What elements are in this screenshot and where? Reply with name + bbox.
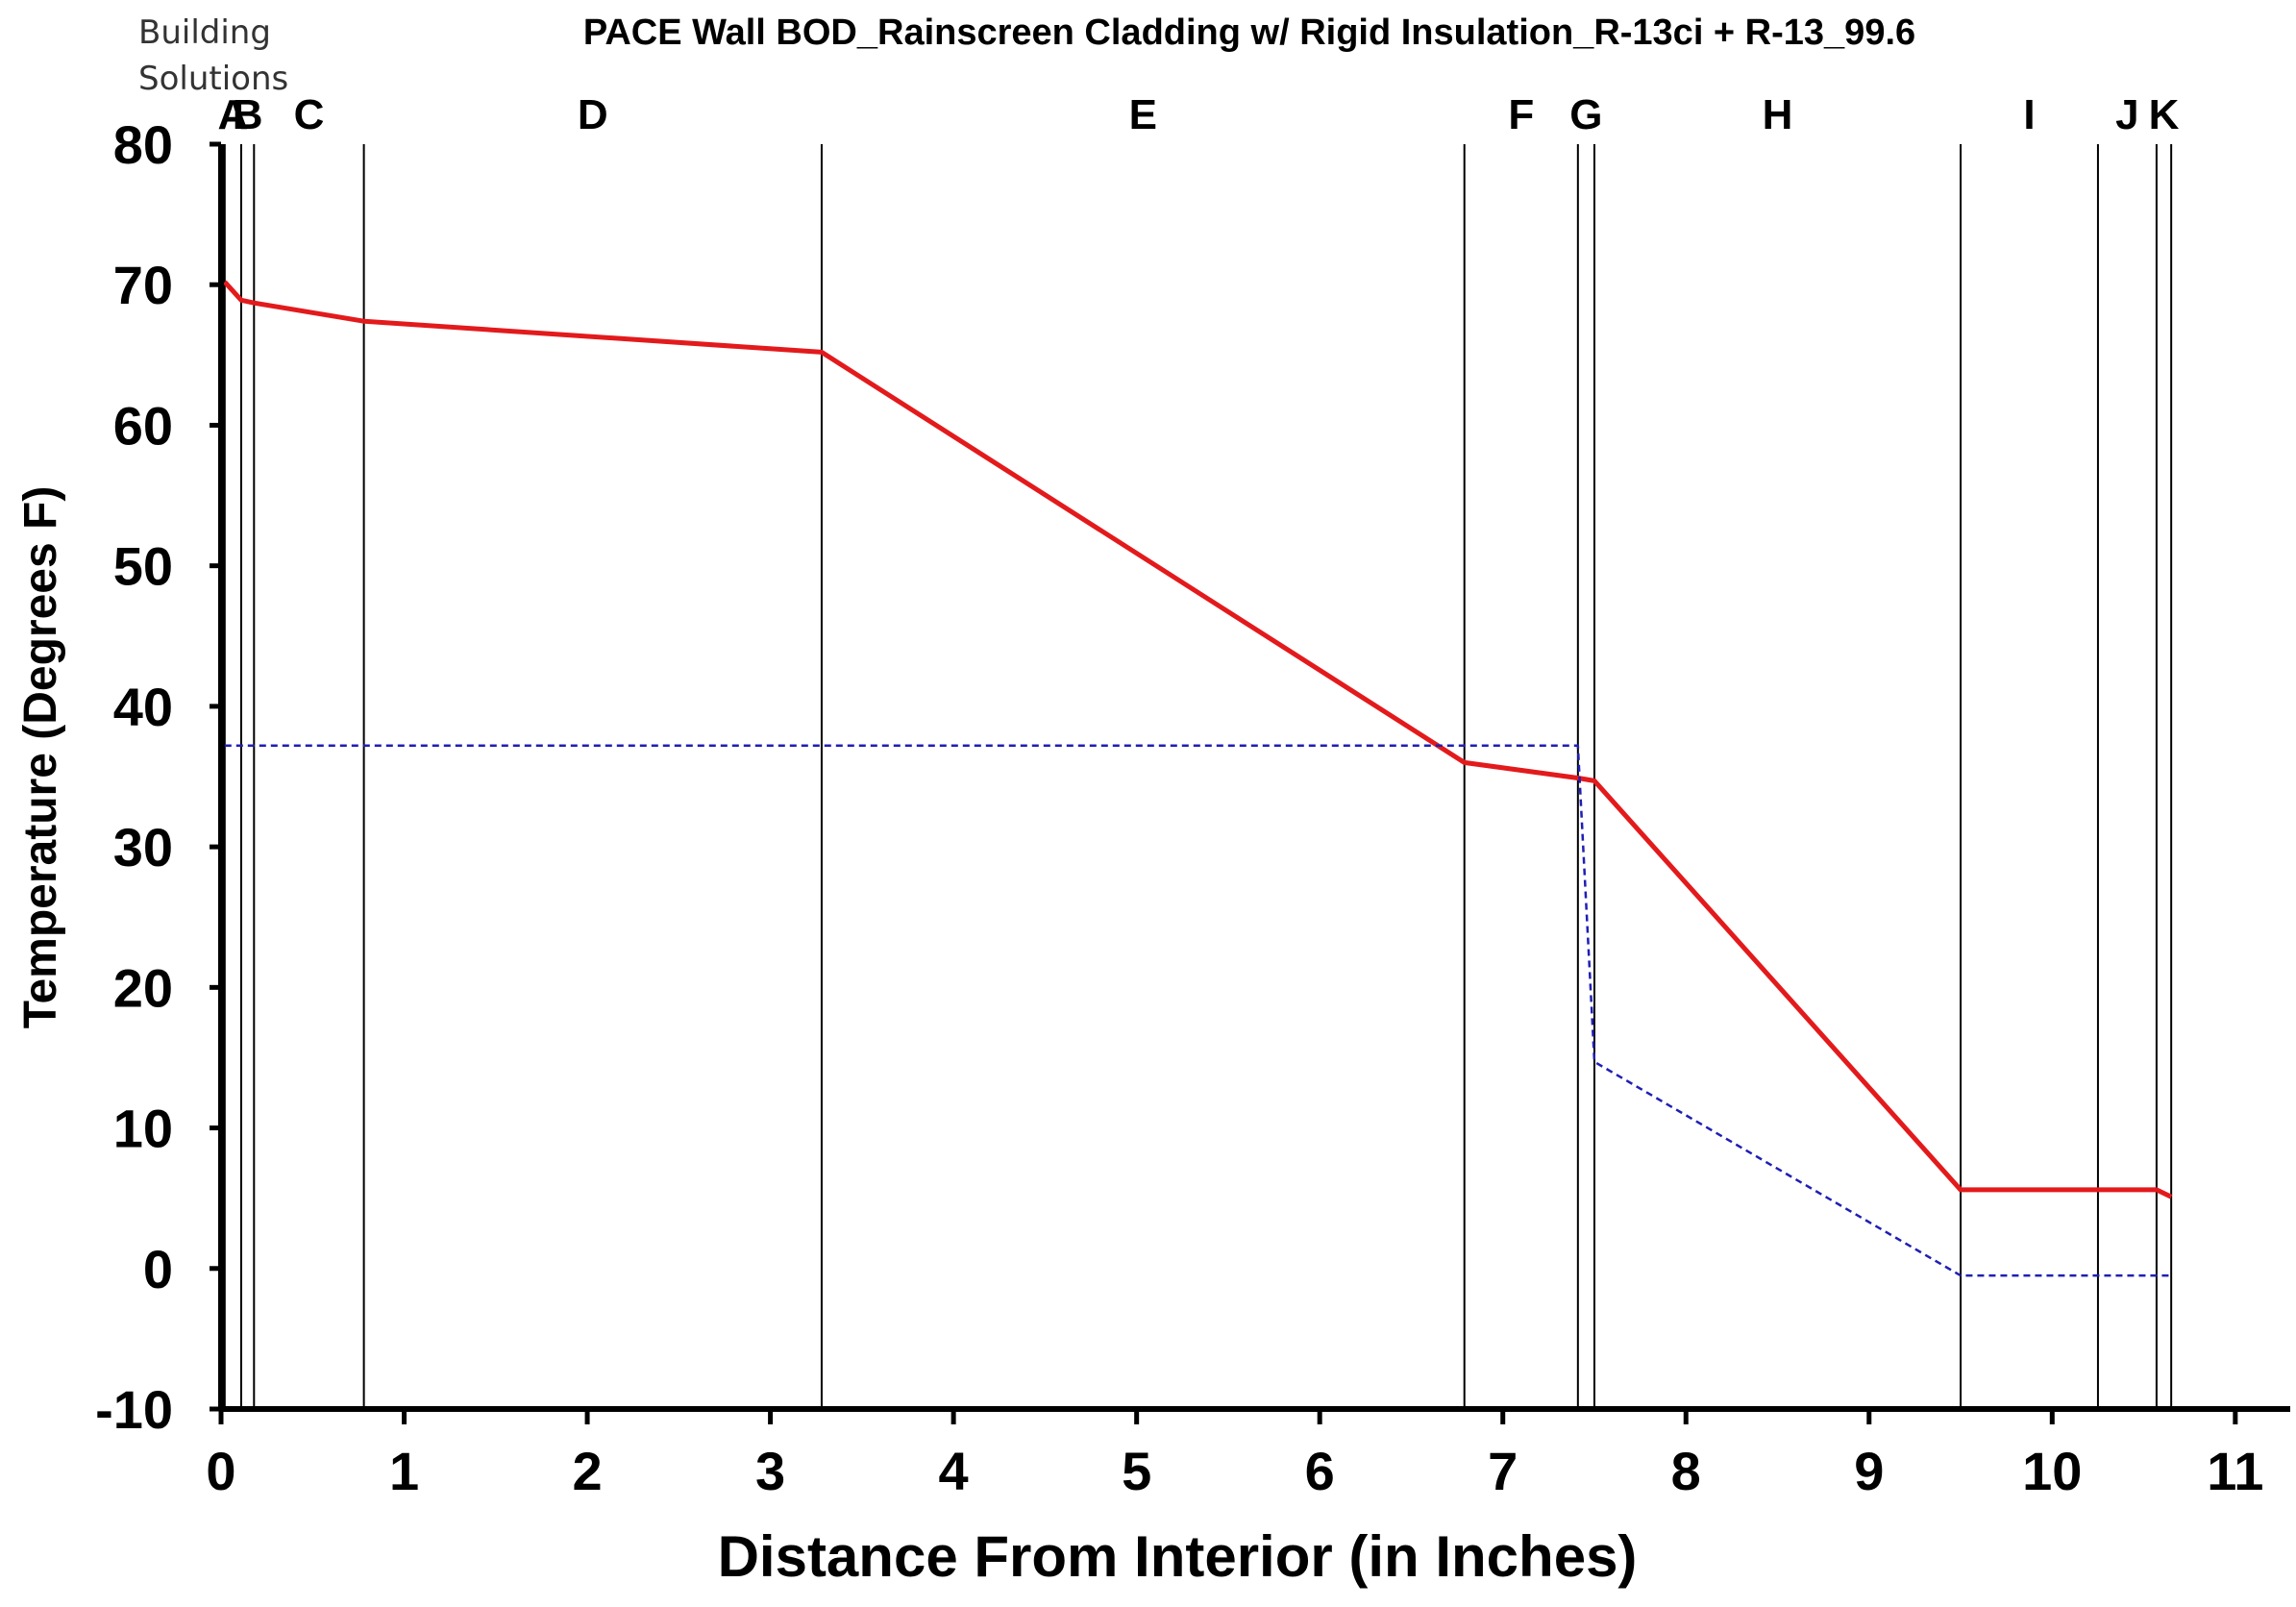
x-tick-label: 5 (1122, 1441, 1151, 1501)
layer-label-a: A (217, 91, 248, 138)
x-tick-label: 7 (1488, 1441, 1518, 1501)
y-tick-label: -10 (95, 1379, 173, 1440)
x-tick-label: 2 (572, 1441, 602, 1501)
layer-label-d: D (578, 91, 608, 138)
chart-title: PACE Wall BOD_Rainscreen Cladding w/ Rig… (583, 12, 1915, 53)
layer-label-k: K (2149, 91, 2180, 138)
y-tick-label: 80 (113, 114, 173, 175)
x-tick-label: 3 (755, 1441, 785, 1501)
x-tick-label: 11 (2207, 1441, 2263, 1501)
x-axis-label: Distance From Interior (in Inches) (718, 1524, 1638, 1589)
layer-label-g: G (1569, 91, 1602, 138)
layer-label-i: I (2023, 91, 2035, 138)
y-tick-label: 30 (113, 817, 173, 878)
x-tick-label: 10 (2022, 1441, 2082, 1501)
x-tick-label: 1 (389, 1441, 419, 1501)
y-axis-label: Temperature (Degrees F) (15, 486, 66, 1029)
x-tick-label: 4 (939, 1441, 969, 1501)
y-tick-label: 50 (113, 536, 173, 597)
layer-labels: AB C D E F G H I J K (217, 91, 2179, 138)
series-line-1 (224, 744, 2172, 1277)
y-tick-label: 0 (143, 1239, 173, 1299)
y-tick-label: 40 (113, 677, 173, 737)
layer-label-c: C (294, 91, 325, 138)
series-line-0 (222, 280, 2173, 1199)
x-tick-label: 6 (1305, 1441, 1335, 1501)
x-tick-label: 8 (1671, 1441, 1701, 1501)
y-tick-label: 60 (113, 395, 173, 456)
axes (218, 144, 2290, 1412)
y-tick-label: 10 (113, 1099, 173, 1159)
brand-line-2: Solutions (138, 60, 289, 98)
layer-label-h: H (1763, 91, 1793, 138)
brand-line-1: Building (138, 13, 271, 52)
series-group (222, 280, 2173, 1277)
y-ticks: 80 70 60 50 40 30 20 10 0 -10 (95, 114, 221, 1440)
layer-label-j: J (2115, 91, 2138, 138)
y-tick-label: 20 (113, 957, 173, 1018)
y-tick-label: 70 (113, 255, 173, 315)
x-tick-label: 0 (206, 1441, 235, 1501)
layer-label-b: B (233, 91, 263, 138)
x-ticks: 0 1 2 3 4 5 6 7 8 9 10 11 (206, 1409, 2263, 1501)
layer-label-e: E (1129, 91, 1157, 138)
layer-label-f: F (1508, 91, 1534, 138)
brand-logo-text: Building Solutions (138, 10, 288, 102)
x-tick-label: 9 (1854, 1441, 1884, 1501)
